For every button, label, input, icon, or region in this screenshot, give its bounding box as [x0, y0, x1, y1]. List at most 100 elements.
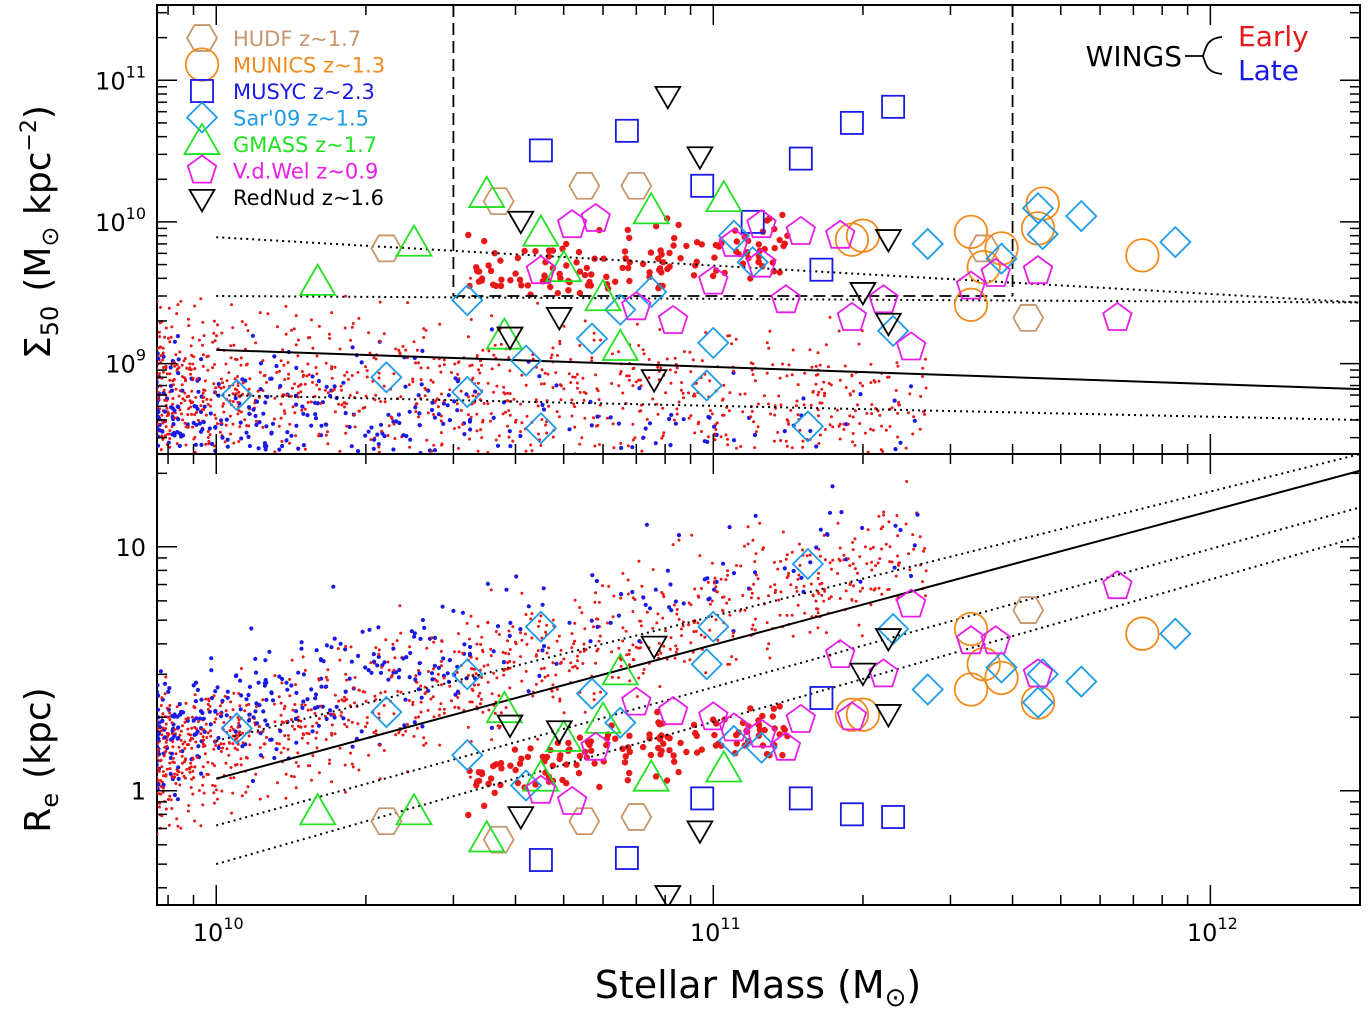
wings-point — [858, 381, 862, 385]
wings-point — [183, 747, 187, 750]
wings-point — [434, 399, 438, 403]
wings-compact-point — [759, 712, 766, 720]
wings-point — [162, 754, 166, 758]
wings-point — [537, 624, 540, 628]
wings-point — [468, 276, 472, 280]
wings-point — [168, 718, 172, 722]
wings-point — [897, 400, 900, 404]
wings-point — [398, 604, 402, 608]
wings-point — [357, 768, 361, 772]
wings-point — [543, 371, 547, 375]
wings-point — [408, 437, 413, 442]
pentagon-point — [746, 209, 777, 239]
wings-point — [506, 639, 510, 643]
wings-point — [324, 384, 329, 389]
wings-point — [665, 657, 669, 661]
wings-point — [619, 592, 624, 597]
wings-point — [216, 797, 219, 801]
wings-point — [432, 667, 435, 671]
wings-compact-point — [474, 778, 482, 785]
wings-compact-point — [735, 729, 742, 736]
wings-point — [697, 595, 701, 599]
wings-point — [419, 710, 423, 714]
wings-point — [361, 690, 365, 694]
wings-point — [583, 710, 587, 714]
wings-point — [243, 418, 247, 422]
wings-compact-point — [652, 773, 660, 780]
wings-point — [453, 705, 457, 709]
wings-point — [656, 365, 660, 369]
wings-point — [665, 357, 669, 361]
wings-point — [176, 776, 181, 782]
wings-point — [746, 525, 750, 529]
wings-point — [706, 580, 710, 584]
circle-point — [845, 697, 881, 732]
wings-point — [457, 650, 461, 654]
wings-compact-point — [563, 262, 570, 269]
wings-point — [247, 443, 252, 449]
wings-point — [176, 357, 181, 362]
wings-compact-point — [660, 259, 667, 266]
wings-point — [159, 305, 162, 309]
pentagon-point — [785, 703, 817, 733]
wings-point — [237, 731, 241, 735]
wings-point — [213, 363, 216, 366]
wings-point — [485, 581, 490, 587]
wings-point — [719, 435, 723, 439]
bottom-literature-points — [220, 547, 1192, 905]
wings-point — [470, 363, 474, 367]
wings-point — [546, 674, 550, 678]
wings-point — [743, 392, 747, 396]
wings-point — [361, 406, 365, 410]
wings-point — [191, 718, 196, 723]
square-point — [614, 118, 639, 143]
wings-point — [254, 341, 258, 345]
wings-compact-point — [759, 742, 767, 749]
wings-point — [237, 394, 241, 398]
diamond-point — [1065, 199, 1098, 233]
wings-point — [661, 616, 665, 620]
wings-point — [236, 412, 240, 416]
wings-compact-point — [575, 769, 583, 777]
wings-point — [905, 480, 909, 483]
wings-point — [539, 667, 543, 671]
wings-point — [653, 587, 658, 592]
wings-point — [922, 549, 925, 553]
wings-point — [174, 353, 178, 357]
wings-point — [214, 390, 217, 394]
wings-point — [861, 384, 865, 388]
wings-point — [231, 791, 235, 795]
wings-point — [425, 438, 429, 442]
wings-point — [450, 699, 453, 703]
wings-point — [490, 314, 494, 318]
wings-compact-point — [481, 237, 488, 245]
wings-point — [706, 435, 710, 439]
wings-point — [193, 442, 198, 447]
wings-point — [367, 753, 371, 757]
wings-point — [211, 762, 215, 765]
wings-point — [290, 386, 294, 390]
triangle-down-point — [685, 146, 714, 171]
wings-point — [869, 381, 873, 385]
wings-point — [317, 432, 321, 436]
wings-point — [185, 366, 189, 370]
y-tick-label: 1010 — [95, 204, 146, 237]
wings-point — [170, 425, 174, 429]
wings-point — [248, 377, 252, 381]
wings-point — [661, 406, 665, 410]
wings-point — [278, 383, 283, 389]
wings-point — [689, 414, 693, 418]
wings-point — [208, 722, 213, 727]
wings-point — [486, 402, 490, 406]
wings-point — [798, 428, 802, 432]
wings-point — [478, 371, 482, 375]
wings-point — [169, 388, 175, 393]
wings-point — [272, 354, 277, 359]
wings-point — [213, 764, 216, 768]
legend-label: Sar'09 z~1.5 — [233, 107, 369, 131]
y-tick-label: 1 — [131, 778, 146, 806]
wings-point — [294, 365, 299, 370]
legend-marker-triangle — [182, 122, 222, 155]
legend-label: MUSYC z~2.3 — [233, 80, 375, 104]
wings-point — [157, 356, 161, 361]
